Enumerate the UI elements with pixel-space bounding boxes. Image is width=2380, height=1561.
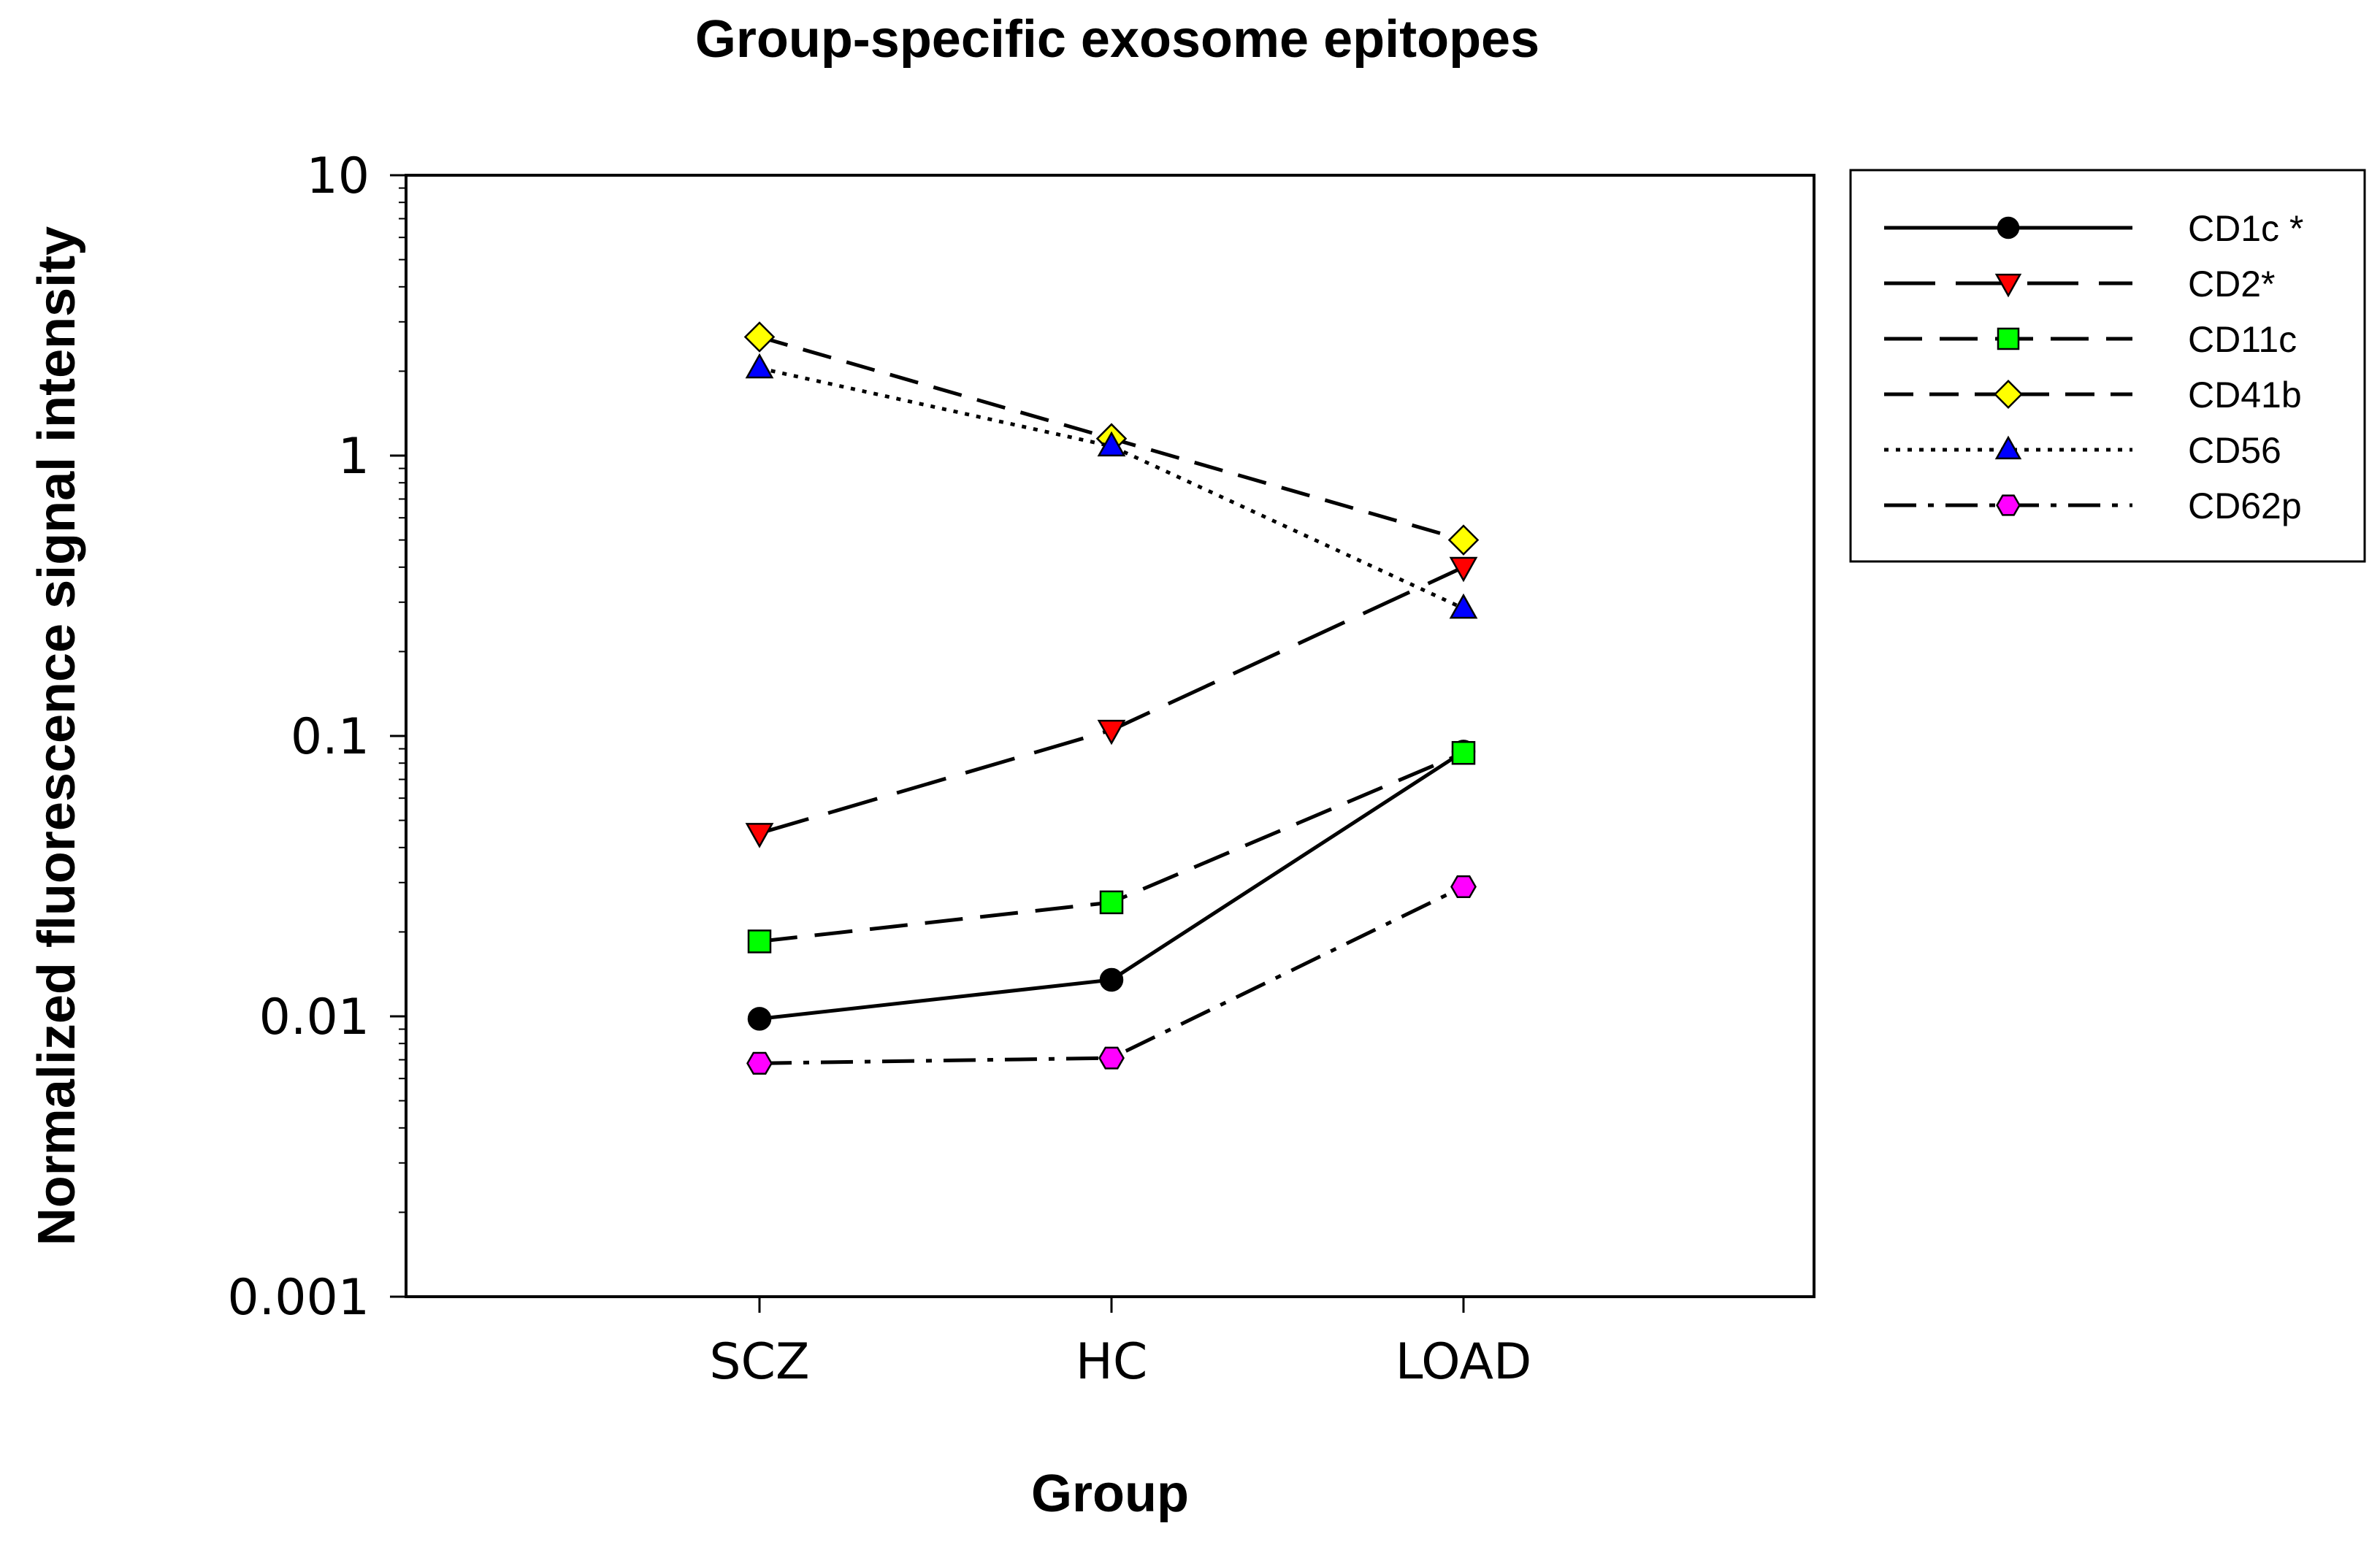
legend-label: CD11c bbox=[2188, 319, 2297, 360]
series-line bbox=[759, 366, 1465, 610]
x-tick-label: HC bbox=[1076, 1333, 1148, 1391]
data-point bbox=[1097, 719, 1126, 745]
legend-item: CD62p bbox=[1884, 486, 2302, 526]
y-tick-label: 1 bbox=[338, 428, 370, 486]
legend-marker bbox=[1994, 380, 2023, 409]
x-axis-title: Group bbox=[1031, 1465, 1189, 1523]
data-point bbox=[1099, 967, 1124, 992]
data-point bbox=[1098, 1046, 1125, 1070]
data-point bbox=[746, 1051, 773, 1075]
legend-label: CD56 bbox=[2188, 430, 2281, 471]
data-point bbox=[745, 353, 774, 379]
data-point bbox=[1447, 524, 1480, 556]
y-axis-ticks: 10 1 0.1 0.01 0.001 bbox=[227, 147, 406, 1327]
series bbox=[747, 740, 1476, 954]
data-point bbox=[1449, 556, 1478, 583]
legend: CD1c * CD2* CD11c CD41b CD56 CD62p bbox=[1849, 169, 2366, 563]
series-layer bbox=[743, 321, 1480, 1075]
series bbox=[745, 353, 1478, 619]
x-tick-label: SCZ bbox=[709, 1333, 809, 1391]
series bbox=[746, 875, 1477, 1075]
y-tick-label: 0.01 bbox=[259, 989, 370, 1046]
data-point bbox=[743, 321, 776, 353]
y-tick-label: 0.001 bbox=[227, 1269, 370, 1327]
data-point bbox=[1097, 431, 1126, 457]
series bbox=[745, 556, 1478, 848]
legend-label: CD41b bbox=[2188, 375, 2302, 415]
legend-item: CD11c bbox=[1884, 319, 2297, 360]
legend-item: CD1c * bbox=[1884, 208, 2303, 249]
legend-marker bbox=[1997, 216, 2020, 239]
data-point bbox=[1451, 740, 1476, 765]
legend-label: CD2* bbox=[2188, 264, 2275, 304]
data-point bbox=[745, 823, 774, 848]
y-tick-label: 10 bbox=[306, 147, 370, 205]
y-axis-title: Normalized fluorescence signal intensity bbox=[28, 226, 86, 1246]
legend-marker bbox=[1994, 273, 2022, 298]
legend-items: CD1c * CD2* CD11c CD41b CD56 CD62p bbox=[1884, 208, 2303, 526]
legend-item: CD41b bbox=[1884, 375, 2302, 415]
legend-label: CD1c * bbox=[2188, 208, 2303, 249]
data-point bbox=[1450, 875, 1477, 898]
legend-marker bbox=[1996, 494, 2021, 516]
legend-item: CD2* bbox=[1884, 264, 2275, 304]
legend-item: CD56 bbox=[1884, 430, 2281, 471]
chart-title: Group-specific exosome epitopes bbox=[695, 10, 1539, 69]
series-line bbox=[759, 565, 1465, 835]
x-tick-label: LOAD bbox=[1396, 1333, 1532, 1391]
data-point bbox=[747, 1007, 772, 1031]
legend-box bbox=[1849, 169, 2366, 563]
legend-marker bbox=[1997, 327, 2020, 350]
data-point bbox=[747, 929, 772, 954]
legend-label: CD62p bbox=[2188, 486, 2302, 526]
data-point bbox=[1099, 890, 1124, 915]
data-point bbox=[1449, 593, 1478, 619]
x-axis-ticks: SCZ HC LOAD bbox=[709, 1297, 1531, 1391]
series bbox=[747, 740, 1476, 1031]
y-tick-label: 0.1 bbox=[291, 708, 370, 766]
legend-marker bbox=[1994, 435, 2022, 460]
